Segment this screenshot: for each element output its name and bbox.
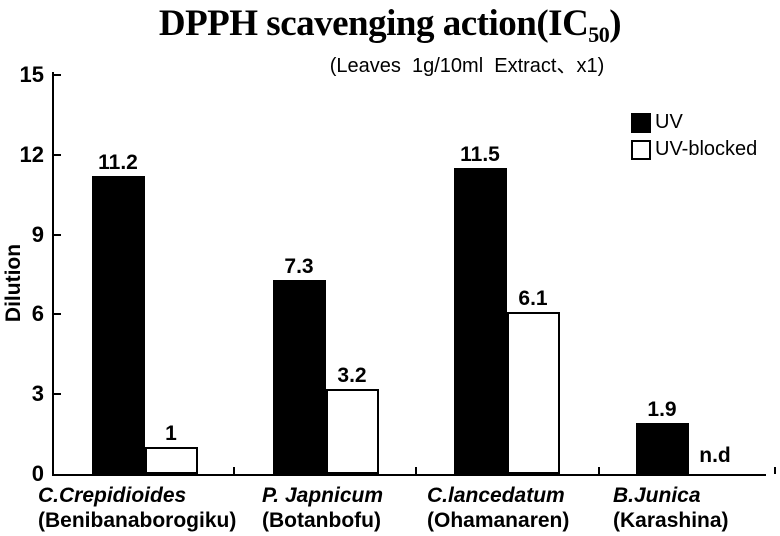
bar-uv-0 — [91, 176, 145, 474]
y-tick-mark — [54, 153, 61, 156]
bar-value-label: 11.5 — [460, 143, 500, 166]
category-label: C.Crepidioides (Benibanaborogiku) — [38, 483, 278, 533]
chart-title: DPPH scavenging action(IC50) — [0, 2, 780, 47]
y-tick-label: 3 — [31, 381, 44, 407]
x-tick-mark — [415, 467, 417, 474]
bar-uv-2 — [453, 168, 507, 474]
category-species-name: B.Junica — [613, 484, 701, 507]
y-tick-label: 15 — [19, 62, 44, 87]
bar-value-label: 7.3 — [284, 255, 314, 278]
y-tick-label: 12 — [19, 141, 44, 167]
y-tick-label: 0 — [31, 461, 44, 486]
y-tick-label: 6 — [31, 301, 44, 327]
bar-uv-blocked-2 — [506, 312, 560, 474]
category-species-name: C.lancedatum — [427, 484, 565, 507]
y-tick-mark — [54, 233, 61, 236]
bar-uv-3 — [635, 423, 689, 474]
legend: UV UV-blocked — [631, 112, 757, 166]
bar-uv-1 — [272, 280, 326, 474]
no-data-label: n.d — [699, 444, 731, 467]
bar-uv-blocked-1 — [325, 389, 379, 474]
y-tick-mark — [54, 74, 61, 76]
category-common-name: (Karashina) — [613, 509, 729, 532]
bar-value-label: 11.2 — [98, 151, 138, 174]
chart-title-main: DPPH scavenging action — [158, 3, 537, 44]
x-tick-mark — [774, 467, 776, 474]
uv-blocked-swatch-icon — [631, 139, 651, 160]
category-species-name: C.Crepidioides — [38, 484, 187, 507]
category-label: C.lancedatum (Ohamanaren) — [427, 483, 667, 533]
category-label: P. Japnicum (Botanbofu) — [262, 483, 502, 533]
x-tick-mark — [233, 467, 235, 474]
bar-value-label: 1 — [165, 422, 177, 445]
bar-uv-blocked-0 — [144, 447, 198, 474]
category-species-name: P. Japnicum — [262, 484, 383, 507]
y-tick-mark — [54, 313, 61, 316]
chart-title-paren: (IC — [536, 3, 589, 44]
x-tick-mark — [598, 467, 600, 474]
category-common-name: (Benibanaborogiku) — [38, 509, 237, 532]
uv-swatch-icon — [631, 112, 651, 133]
bar-value-label: 3.2 — [337, 364, 367, 387]
chart-title-paren-close: ) — [609, 3, 622, 44]
bar-value-label: 1.9 — [647, 398, 677, 421]
bar-value-label: 6.1 — [518, 287, 548, 310]
legend-item-uv-blocked: UV-blocked — [631, 139, 757, 160]
y-axis-line — [52, 72, 54, 476]
chart-title-subscript: 50 — [588, 22, 610, 47]
category-label: B.Junica (Karashina) — [613, 483, 780, 533]
legend-item-uv: UV — [631, 112, 757, 133]
legend-label-uv-blocked: UV-blocked — [655, 138, 758, 160]
x-axis-line — [52, 474, 766, 476]
y-tick-mark — [54, 393, 61, 396]
category-common-name: (Ohamanaren) — [427, 509, 570, 532]
chart-subtitle: (Leaves 1g/10ml Extract、x1) — [329, 55, 605, 77]
y-tick-label: 9 — [31, 221, 44, 247]
category-common-name: (Botanbofu) — [262, 509, 381, 532]
legend-label-uv: UV — [655, 111, 683, 133]
